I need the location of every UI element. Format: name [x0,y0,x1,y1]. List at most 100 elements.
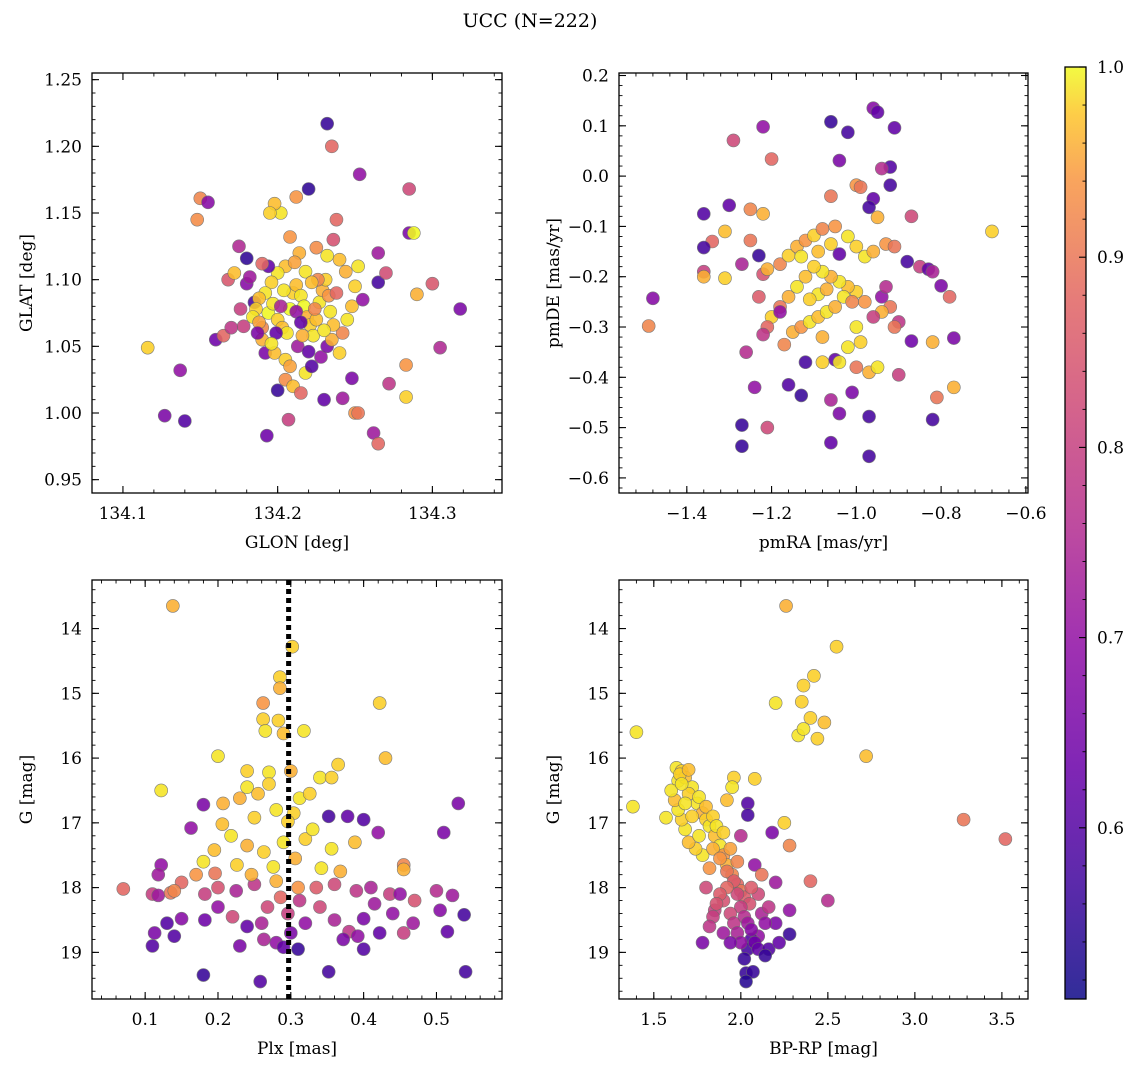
x-tick-label: 2.5 [814,1010,841,1030]
y-axis: 0.95 1.00 1.05 1.10 1.15 1.20 1.25 [44,71,502,494]
scatter-point [233,302,248,316]
scatter-point [803,711,818,725]
scatter-point [723,935,738,950]
scatter-point [351,406,365,420]
scatter-point [900,254,915,269]
scatter-point [768,696,783,710]
panel-pmra-pmde: −1.4 −1.2 −1.0 −0.8 −0.6 −0.6 −0.5 −0.4 −0.3 −0.2… [544,67,1047,553]
y-tick-label: −0.5 [568,419,609,439]
scatter-point [754,867,769,882]
scatter-point [874,161,889,176]
colorbar-tick-label: 0.8 [1097,438,1124,458]
scatter-point [956,812,971,827]
scatter-point [735,257,749,271]
scatter-point [256,696,270,710]
scatter-point [925,264,940,279]
panel-bprp-g: 1.5 2.0 2.5 3.0 3.5 14 15 16 17 18 19 BP-RP [mag] G … [544,579,1029,1059]
scatter-point [862,449,876,464]
scatter-point [744,880,759,895]
scatter-point [777,816,792,830]
scatter-point [313,770,327,785]
y-tick-label: −0.6 [568,469,609,489]
y-tick-label: 1.20 [44,137,82,157]
scatter-point [859,749,873,763]
scatter-point [870,210,885,225]
scatter-point [230,858,244,872]
scatter-point [208,866,222,881]
scatter-point [862,409,876,424]
y-axis: 14 15 16 17 18 19 [60,589,502,992]
scatter-point [866,310,881,324]
scatter-point [832,406,847,421]
scatter-point [211,749,225,763]
scatter-point [273,890,288,905]
scatter-point [706,841,720,856]
scatter-point [292,893,307,908]
x-tick-label: −0.8 [920,504,961,524]
scatter-point [301,182,316,196]
scatter-point [263,206,277,220]
scatter-point [934,278,948,293]
scatter-point [331,757,345,772]
scatter-point [794,249,809,264]
scatter-point [810,731,825,746]
y-tick-label: −0.2 [568,268,609,288]
y-tick-label: 14 [60,620,82,640]
scatter-point [436,825,451,840]
scatter-point [332,346,347,360]
scatter-point [832,355,847,370]
scatter-point [782,903,797,918]
scatter-point [385,906,400,921]
x-tick-label: −1.2 [751,504,792,524]
scatter-point [335,391,350,406]
scatter-point [320,248,334,263]
scatter-point [760,262,775,276]
scatter-point [807,669,821,683]
scatter-point [756,327,770,342]
scatter-point [396,862,411,877]
scatter-point [819,282,834,297]
scatter-point [283,359,297,374]
scatter-point [887,121,902,135]
figure-title: UCC (N=222) [463,10,598,32]
scatter-point [257,845,271,859]
scatter-point [298,832,313,846]
scatter-point [371,436,386,451]
scatter-point [298,916,313,931]
scatter-point [324,841,339,856]
scatter-point [440,924,455,939]
y-axis: 14 15 16 17 18 19 [587,589,1028,992]
scatter-point [283,230,297,244]
scatter-point [340,312,355,327]
scatter-point [198,887,212,901]
scatter-point [743,233,758,248]
colorbar-tick-label: 0.9 [1097,248,1124,268]
scatter-point [257,932,271,947]
scatter-point [853,180,868,194]
scatter-point [709,897,724,911]
x-axis: 1.5 2.0 2.5 3.0 3.5 [618,580,1020,1030]
scatter-point [255,256,269,271]
scatter-point [817,715,832,730]
scatter-point [696,207,711,221]
x-tick-label: 3.0 [901,1010,928,1030]
scatter-point [716,825,731,840]
scatter-point [253,974,268,989]
scatter-point [323,304,338,319]
scatter-point [735,439,749,454]
scatter-point [167,884,182,898]
scatter-points [116,599,473,989]
scatter-point [879,279,893,294]
scatter-point [298,264,313,279]
scatter-points [641,101,999,464]
x-tick-label: 0.4 [350,1010,377,1030]
scatter-point [866,244,881,259]
scatter-point [270,383,285,398]
scatter-point [262,765,276,780]
scatter-point [722,198,736,213]
scatter-point [821,893,835,908]
scatter-point [239,251,254,266]
scatter-point [406,916,420,931]
scatter-point [664,783,679,798]
